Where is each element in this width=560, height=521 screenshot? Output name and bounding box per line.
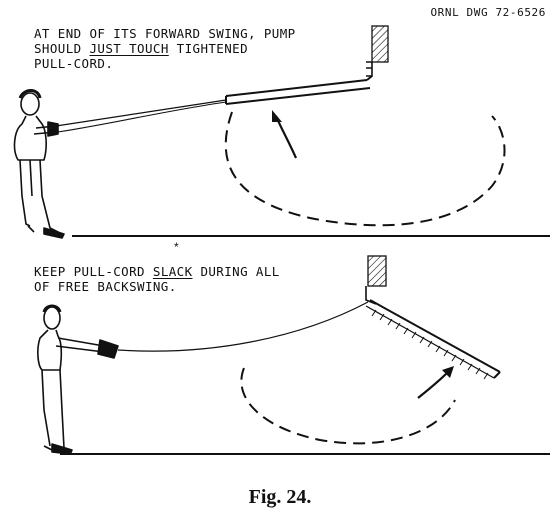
top-note-line-2-post: TIGHTENED — [168, 41, 249, 56]
top-note-line-1: AT END OF ITS FORWARD SWING, PUMP — [34, 26, 296, 41]
separator-mark: * — [174, 240, 179, 254]
swing-arc-bottom — [240, 367, 456, 445]
drawing-number: ORNL DWG 72-6526 — [430, 6, 546, 19]
bottom-panel — [37, 255, 550, 455]
wall-bottom — [367, 255, 387, 287]
pull-cord-taut-lower — [57, 101, 227, 133]
pull-cord-taut — [55, 99, 227, 127]
pump-handle-bottom — [365, 299, 501, 380]
bottom-note-line-1-post: DURING ALL — [192, 264, 280, 279]
bottom-note-emphasis: SLACK — [152, 264, 193, 279]
bottom-note-line-1-pre: KEEP PULL-CORD — [34, 264, 153, 279]
pump-pivot-bottom — [365, 286, 377, 305]
top-note-line-3: PULL-CORD. — [34, 56, 114, 71]
swing-arrow-bottom — [417, 366, 454, 399]
bottom-note-line-2: OF FREE BACKSWING. — [34, 279, 177, 294]
swing-arc-top — [224, 111, 506, 227]
person-standing-bottom — [37, 304, 119, 455]
figure-caption: Fig. 24. — [248, 486, 312, 508]
pull-cord-slack — [117, 301, 369, 352]
bottom-note-line-1: KEEP PULL-CORD SLACK DURING ALL — [34, 264, 280, 279]
top-note-line-2-pre: SHOULD — [34, 41, 90, 56]
top-panel — [13, 25, 550, 239]
top-note-emphasis: JUST TOUCH — [89, 41, 169, 56]
swing-arrow-top — [272, 110, 298, 159]
pump-pivot-top — [366, 61, 373, 77]
person-pulling-top — [13, 89, 65, 239]
wall-top — [371, 25, 389, 63]
top-note-line-2: SHOULD JUST TOUCH TIGHTENED — [34, 41, 248, 56]
pump-handle-top — [225, 75, 373, 105]
